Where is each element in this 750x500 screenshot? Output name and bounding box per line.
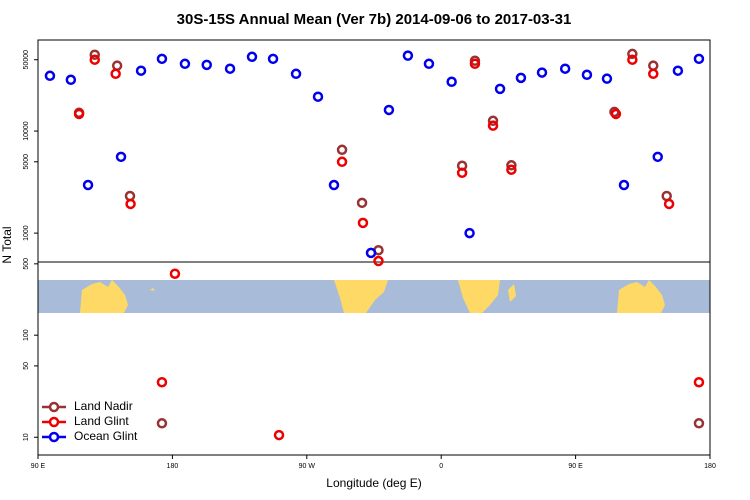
x-tick-label: 180 [704, 463, 716, 470]
y-tick-label: 5000 [23, 154, 30, 170]
legend-marker [48, 401, 60, 413]
point [125, 198, 136, 210]
y-tick-label: 10 [23, 433, 30, 441]
y-tick-label: 500 [23, 258, 30, 270]
point [648, 60, 659, 71]
point [328, 179, 340, 191]
point [536, 67, 548, 78]
point [273, 429, 285, 441]
point [487, 115, 499, 127]
x-tick-label: 90 W [299, 463, 316, 470]
point [373, 255, 384, 267]
point [506, 160, 517, 171]
x-tick-label: 0 [439, 463, 443, 470]
point [693, 53, 705, 65]
point [135, 65, 147, 76]
point [469, 58, 481, 70]
point [663, 198, 675, 210]
plot-frame [37, 39, 711, 456]
legend-label: Land Nadir [74, 399, 133, 413]
point [336, 144, 348, 156]
point [169, 268, 181, 279]
x-tick-label: 90 E [31, 463, 46, 470]
y-tick-label: 50000 [23, 50, 30, 70]
point [672, 65, 684, 76]
point [44, 70, 56, 82]
point [89, 54, 100, 65]
point [156, 376, 168, 388]
point [357, 217, 369, 229]
x-axis-label: Longitude (deg E) [326, 476, 421, 490]
legend-marker [48, 431, 60, 443]
point [73, 108, 85, 120]
point [423, 58, 435, 70]
point [110, 68, 121, 80]
point [610, 108, 622, 120]
point [648, 68, 659, 80]
point [581, 69, 593, 81]
point [82, 179, 94, 191]
point [693, 418, 705, 429]
point [618, 179, 630, 191]
point [515, 72, 527, 84]
point [201, 59, 212, 71]
point [179, 58, 191, 70]
point [365, 247, 377, 259]
point [111, 60, 123, 71]
point [464, 227, 475, 239]
y-tick-label: 100 [23, 329, 30, 341]
chart-title: 30S-15S Annual Mean (Ver 7b) 2014-09-06 … [177, 11, 572, 28]
point [383, 104, 395, 116]
map-strip [38, 280, 710, 313]
y-tick-label: 10000 [23, 121, 30, 141]
point [693, 376, 705, 388]
point [156, 53, 168, 65]
point [115, 151, 127, 163]
point [487, 120, 499, 131]
legend-label: Land Glint [74, 414, 129, 428]
point [559, 63, 571, 74]
point [267, 53, 279, 65]
point [356, 197, 368, 209]
point [290, 68, 302, 80]
point [627, 48, 638, 60]
legend-label: Ocean Glint [74, 429, 138, 443]
point [312, 91, 324, 102]
point [156, 418, 168, 429]
point [652, 151, 663, 163]
point [246, 51, 258, 63]
legend-marker [48, 416, 60, 428]
point [446, 76, 457, 88]
x-tick-label: 180 [167, 463, 179, 470]
point [336, 156, 348, 168]
point [65, 74, 77, 86]
point [627, 54, 638, 65]
point [601, 73, 613, 84]
point [89, 49, 100, 60]
point [506, 164, 517, 175]
point [494, 83, 506, 95]
point [224, 63, 236, 74]
y-axis-label: N Total [0, 226, 14, 263]
y-tick-label: 50 [23, 362, 30, 370]
point [456, 167, 468, 179]
x-tick-label: 90 E [568, 463, 583, 470]
point [402, 50, 414, 61]
y-tick-label: 1000 [23, 225, 30, 241]
